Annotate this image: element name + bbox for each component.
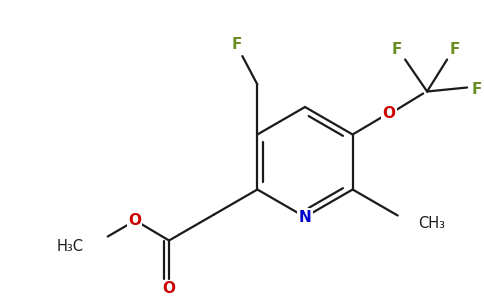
Text: N: N — [299, 209, 311, 224]
Text: F: F — [231, 37, 242, 52]
Text: CH₃: CH₃ — [418, 216, 445, 231]
Text: H₃C: H₃C — [57, 239, 84, 254]
Text: O: O — [163, 281, 176, 296]
Text: O: O — [382, 106, 395, 121]
Text: F: F — [392, 42, 402, 57]
Text: F: F — [450, 42, 460, 57]
Text: O: O — [128, 213, 141, 228]
Text: F: F — [472, 82, 482, 97]
